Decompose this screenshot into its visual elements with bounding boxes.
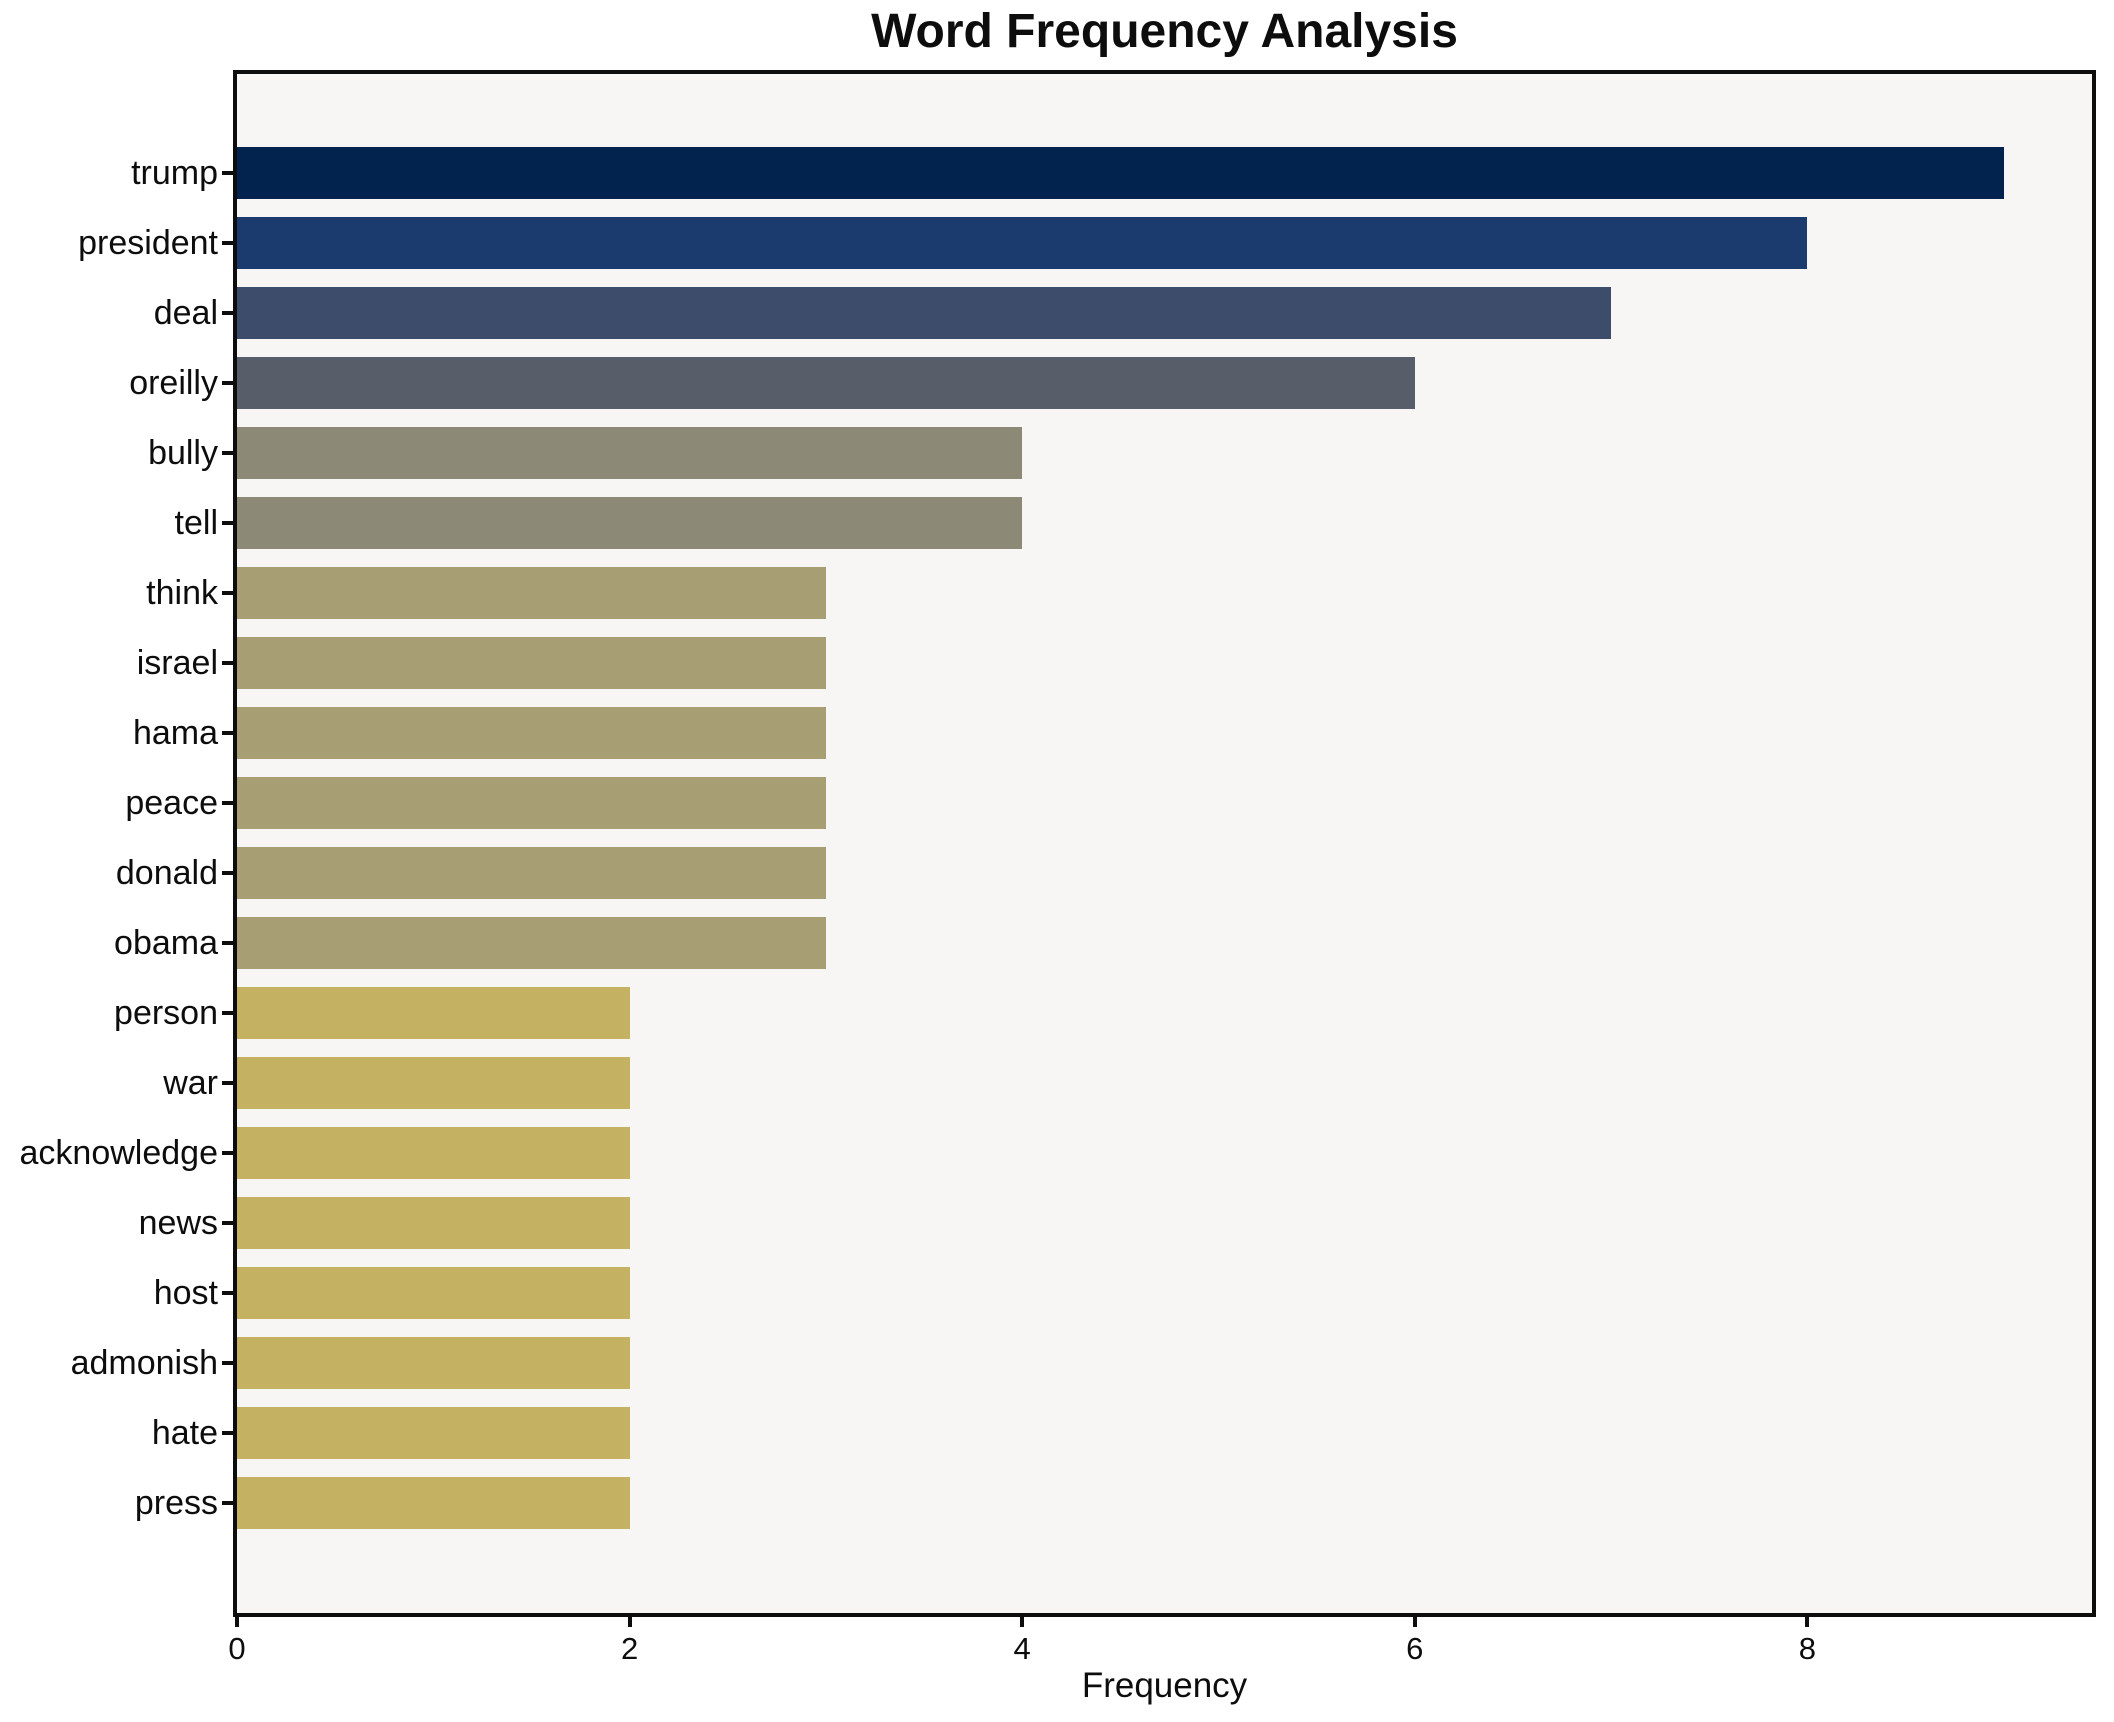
y-tick-mark xyxy=(222,451,233,455)
y-tick-mark xyxy=(222,1291,233,1295)
x-tick-label-6: 6 xyxy=(1406,1631,1424,1666)
bar-donald xyxy=(237,847,826,899)
x-tick-label-4: 4 xyxy=(1013,1631,1031,1666)
y-tick-mark xyxy=(222,731,233,735)
bar-israel xyxy=(237,637,826,689)
x-tick-mark xyxy=(1020,1617,1025,1627)
y-tick-label-acknowledge: acknowledge xyxy=(19,1134,218,1172)
bar-person xyxy=(237,987,630,1039)
bar-hama xyxy=(237,707,826,759)
y-tick-label-donald: donald xyxy=(115,854,218,892)
y-tick-mark xyxy=(222,1431,233,1435)
y-tick-label-peace: peace xyxy=(125,784,218,822)
y-tick-mark xyxy=(222,591,233,595)
y-tick-label-trump: trump xyxy=(131,154,218,192)
bar-war xyxy=(237,1057,630,1109)
y-tick-mark xyxy=(222,521,233,525)
bar-tell xyxy=(237,497,1022,549)
bar-press xyxy=(237,1477,630,1529)
y-tick-mark xyxy=(222,1361,233,1365)
y-tick-label-news: news xyxy=(138,1204,218,1242)
bar-admonish xyxy=(237,1337,630,1389)
y-tick-label-war: war xyxy=(163,1064,218,1102)
bar-hate xyxy=(237,1407,630,1459)
bar-bully xyxy=(237,427,1022,479)
bar-news xyxy=(237,1197,630,1249)
bar-deal xyxy=(237,287,1611,339)
y-tick-label-hama: hama xyxy=(132,714,218,752)
x-tick-mark xyxy=(1805,1617,1810,1627)
y-tick-mark xyxy=(222,801,233,805)
x-axis-label: Frequency xyxy=(1081,1666,1248,1705)
x-tick-label-2: 2 xyxy=(620,1631,639,1666)
x-tick-label-8: 8 xyxy=(1798,1631,1816,1666)
y-tick-label-president: president xyxy=(78,224,218,262)
bar-trump xyxy=(237,147,2004,199)
y-tick-mark xyxy=(222,1011,233,1015)
y-tick-label-israel: israel xyxy=(136,644,218,682)
y-tick-label-tell: tell xyxy=(174,504,218,542)
bar-acknowledge xyxy=(237,1127,630,1179)
y-tick-label-press: press xyxy=(134,1484,218,1522)
bar-obama xyxy=(237,917,826,969)
y-tick-label-hate: hate xyxy=(151,1414,218,1452)
x-tick-mark xyxy=(627,1617,632,1627)
y-tick-label-host: host xyxy=(153,1274,218,1312)
y-tick-mark xyxy=(222,1221,233,1225)
x-tick-label-0: 0 xyxy=(228,1631,246,1666)
bar-host xyxy=(237,1267,630,1319)
y-tick-label-oreilly: oreilly xyxy=(129,364,218,402)
y-tick-label-person: person xyxy=(114,994,218,1032)
y-tick-mark xyxy=(222,171,233,175)
y-tick-mark xyxy=(222,381,233,385)
x-tick-mark xyxy=(1412,1617,1417,1627)
y-tick-mark xyxy=(222,941,233,945)
y-tick-mark xyxy=(222,311,233,315)
y-tick-label-bully: bully xyxy=(148,434,218,472)
plot-area xyxy=(233,70,2096,1617)
y-tick-mark xyxy=(222,1501,233,1505)
bar-peace xyxy=(237,777,826,829)
bar-oreilly xyxy=(237,357,1415,409)
x-tick-mark xyxy=(235,1617,239,1627)
bar-think xyxy=(237,567,826,619)
y-tick-mark xyxy=(222,871,233,875)
y-tick-mark xyxy=(222,1081,233,1085)
y-tick-label-deal: deal xyxy=(153,294,218,332)
y-tick-mark xyxy=(222,241,233,245)
chart-title: Word Frequency Analysis xyxy=(871,5,1458,58)
y-tick-mark xyxy=(222,1151,233,1155)
y-tick-label-obama: obama xyxy=(114,924,218,962)
y-tick-mark xyxy=(222,661,233,665)
bar-president xyxy=(237,217,1807,269)
y-tick-label-think: think xyxy=(146,574,218,612)
y-tick-label-admonish: admonish xyxy=(70,1344,218,1382)
